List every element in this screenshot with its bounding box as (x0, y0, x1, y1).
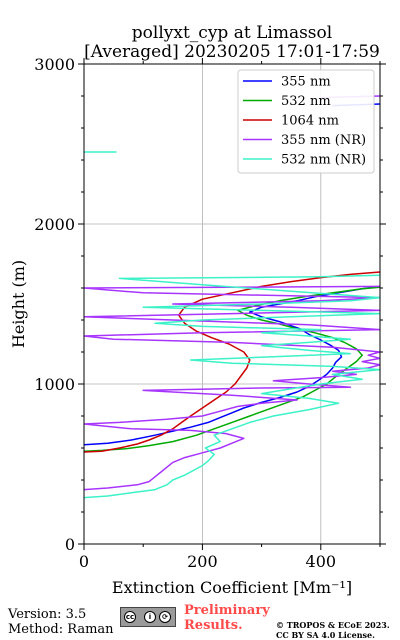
legend-box (237, 69, 375, 174)
preliminary-line2: Results. (184, 618, 243, 633)
cc-icon: cc (124, 611, 136, 623)
chart-title-line2: [Averaged] 20230205 17:01-17:59 (84, 42, 380, 62)
share-alike-icon: ⟳ (159, 611, 171, 623)
x-tick-label: 400 (306, 552, 337, 571)
extinction-profile-chart: pollyxt_cyp at Limassol [Averaged] 20230… (9, 23, 386, 597)
y-tick-label: 0 (65, 535, 75, 554)
series-line-532-nm-nr (84, 274, 380, 499)
x-tick-label: 0 (79, 552, 89, 571)
legend-label-532-nm: 532 nm (281, 94, 331, 109)
cc-by-sa-license-badge: cc i ⟳ (120, 607, 176, 627)
y-axis-label: Height (m) (9, 260, 28, 348)
series-line-355-nm-nr (84, 285, 380, 491)
y-tick-label: 3000 (34, 55, 75, 74)
chart-title-line1: pollyxt_cyp at Limassol (132, 23, 332, 43)
copyright-line2: CC BY SA 4.0 License. (276, 630, 375, 640)
legend-label-1064-nm: 1064 nm (281, 114, 339, 129)
legend-label-355-nm-nr: 355 nm (NR) (281, 133, 366, 148)
axis-ticks: 0 200 400 0 1000 2000 3000 (34, 55, 386, 571)
legend: 355 nm 532 nm 1064 nm 355 nm (NR) 532 nm (NR… (237, 69, 375, 174)
x-axis-label: Extinction Coefficient [Mm⁻¹] (112, 578, 352, 597)
copyright-note: © TROPOS & ECoE 2023. CC BY SA 4.0 Licen… (276, 620, 390, 640)
x-tick-label: 200 (187, 552, 218, 571)
legend-label-532-nm-nr: 532 nm (NR) (281, 153, 366, 168)
legend-label-355-nm: 355 nm (281, 75, 331, 90)
preliminary-line1: Preliminary (184, 603, 270, 618)
copyright-line1: © TROPOS & ECoE 2023. (276, 620, 390, 630)
series-line-355-nm (84, 285, 380, 446)
attribution-icon: i (144, 611, 156, 623)
y-tick-label: 1000 (34, 375, 75, 394)
method-text: Method: Raman (8, 622, 114, 637)
plot-area-frame (83, 63, 381, 545)
preliminary-results-note: Preliminary Results. (184, 603, 270, 633)
y-tick-label: 2000 (34, 215, 75, 234)
version-text: Version: 3.5 (8, 607, 87, 622)
